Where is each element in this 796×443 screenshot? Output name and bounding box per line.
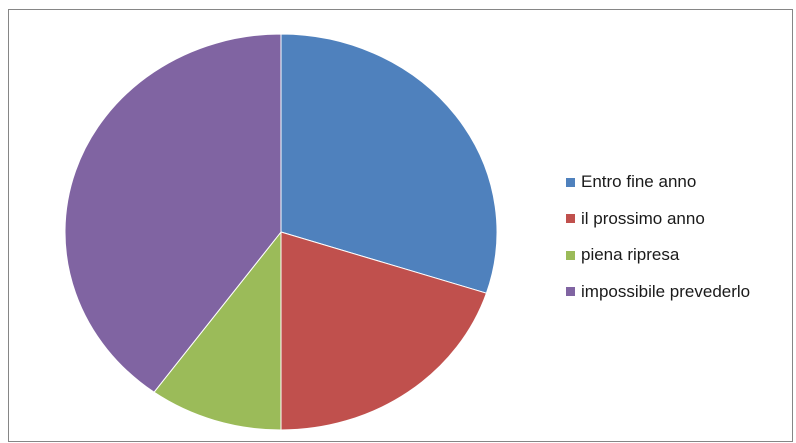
legend-item-piena-ripresa: piena ripresa xyxy=(566,237,791,274)
legend-label: Entro fine anno xyxy=(581,172,697,192)
pie-slice-piena-ripresa xyxy=(153,230,282,431)
legend-item-entro-fine-anno: Entro fine anno xyxy=(566,164,791,201)
legend: Entro fine anno il prossimo anno piena r… xyxy=(566,164,791,310)
pie-slice-impossibile-prevederlo xyxy=(64,33,282,393)
legend-swatch xyxy=(566,177,575,187)
pie-slice-il-prossimo-anno xyxy=(280,231,488,431)
legend-label: impossibile prevederlo xyxy=(581,281,751,301)
legend-item-impossibile-prevederlo: impossibile prevederlo xyxy=(566,274,791,311)
legend-swatch xyxy=(566,250,575,260)
legend-label: il prossimo anno xyxy=(581,208,705,228)
legend-swatch xyxy=(566,214,575,224)
legend-swatch xyxy=(566,287,575,297)
legend-item-il-prossimo-anno: il prossimo anno xyxy=(566,201,791,238)
pie-slice-entro-fine-anno xyxy=(280,33,498,294)
pie-slices xyxy=(64,33,498,431)
legend-label: piena ripresa xyxy=(581,245,680,265)
